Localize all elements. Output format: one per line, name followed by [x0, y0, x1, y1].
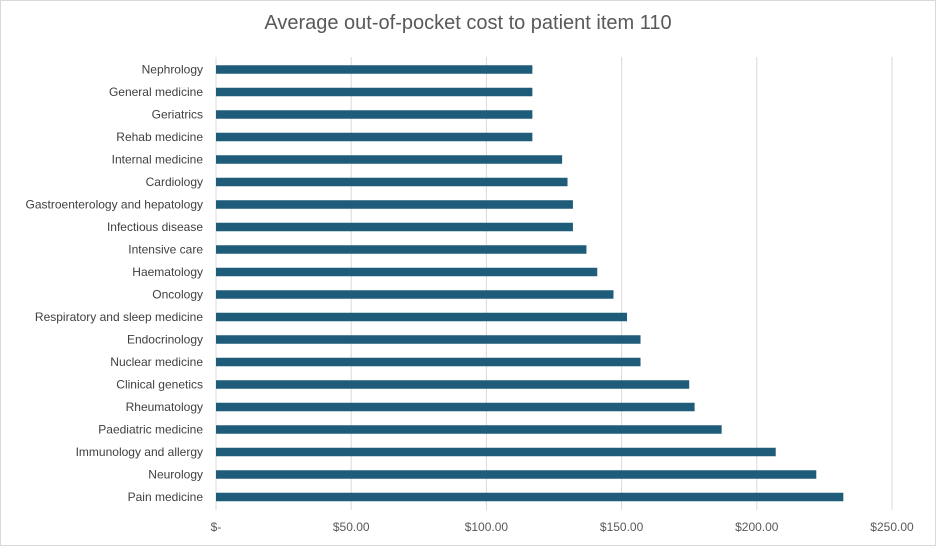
x-tick-label: $50.00 [333, 520, 370, 534]
category-label: Geriatrics [152, 108, 203, 122]
bar [216, 335, 641, 344]
bar [216, 425, 722, 434]
category-label: General medicine [109, 85, 203, 99]
bar [216, 155, 563, 164]
bar [216, 402, 695, 412]
bar [216, 245, 587, 254]
category-label: Rehab medicine [116, 130, 203, 144]
category-label: Gastroenterology and hepatology [26, 198, 203, 212]
x-tick-label: $150.00 [600, 520, 644, 534]
category-label: Paediatric medicine [98, 423, 203, 437]
bar [216, 470, 817, 479]
category-label: Nuclear medicine [110, 355, 203, 369]
category-label: Internal medicine [112, 153, 204, 167]
category-label: Immunology and allergy [76, 445, 203, 459]
bar [216, 132, 533, 142]
category-label: Clinical genetics [116, 378, 203, 392]
x-tick-label: $- [211, 520, 222, 534]
category-label: Respiratory and sleep medicine [35, 310, 203, 324]
bar [216, 357, 641, 367]
bar [216, 200, 573, 209]
x-axis-tick-labels: $- $50.00 $100.00 $150.00 $200.00 $250.00 [211, 520, 914, 534]
bar [216, 267, 598, 277]
x-tick-label: $100.00 [465, 520, 509, 534]
category-label: Infectious disease [107, 220, 203, 234]
bar [216, 380, 690, 389]
category-label: Oncology [152, 288, 203, 302]
category-label: Cardiology [146, 175, 203, 189]
bar [216, 177, 568, 187]
category-label: Intensive care [128, 243, 203, 257]
category-label: Pain medicine [128, 490, 204, 504]
category-label: Haematology [132, 265, 203, 279]
bar [216, 312, 628, 322]
bar [216, 492, 844, 502]
bars [216, 65, 844, 502]
category-label: Nephrology [142, 63, 203, 77]
bar [216, 222, 573, 232]
gridlines [215, 57, 893, 510]
chart-title: Average out-of-pocket cost to patient it… [264, 12, 672, 34]
category-label: Neurology [148, 468, 203, 482]
bar [216, 447, 776, 457]
category-label: Endocrinology [127, 333, 203, 347]
x-tick-label: $200.00 [735, 520, 779, 534]
category-label: Rheumatology [126, 400, 203, 414]
bar [216, 65, 533, 74]
category-labels: Nephrology General medicine Geriatrics Reha… [26, 63, 204, 505]
x-tick-label: $250.00 [870, 520, 914, 534]
bar [216, 290, 614, 299]
bar [216, 110, 533, 119]
bar [216, 87, 533, 97]
